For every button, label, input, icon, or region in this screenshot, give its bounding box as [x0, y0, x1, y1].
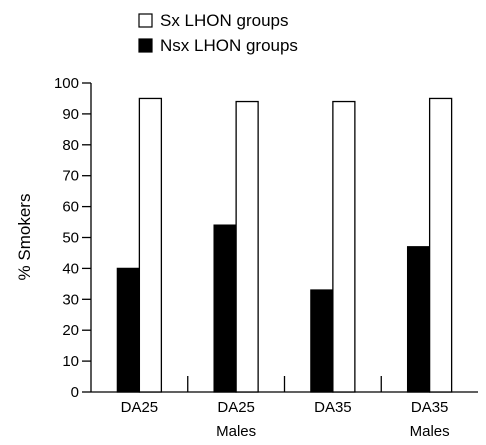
- nsx-bar-4: [406, 246, 431, 393]
- x-category-label: DA35: [314, 399, 352, 416]
- y-tick-label: 40: [62, 260, 79, 277]
- sx-bar-3: [332, 100, 356, 393]
- sx-bar-1: [138, 97, 163, 393]
- y-tick-label: 10: [62, 353, 79, 370]
- y-tick-label: 90: [62, 106, 79, 123]
- y-tick-label: 100: [54, 75, 79, 92]
- x-category-label: DA35: [411, 399, 449, 416]
- y-axis-label: % Smokers: [15, 194, 34, 281]
- y-tick-label: 80: [62, 137, 79, 154]
- y-tick-label: 70: [62, 168, 79, 185]
- nsx-bar-3: [310, 289, 334, 393]
- bars: [116, 97, 453, 393]
- nsx-bar-1: [116, 267, 141, 393]
- x-category-label: DA25: [121, 399, 159, 416]
- x-category-label: DA25: [217, 399, 255, 416]
- legend-label: Sx LHON groups: [160, 11, 289, 30]
- sx-bar-4: [428, 97, 453, 393]
- y-tick-label: 50: [62, 230, 79, 247]
- legend-label: Nsx LHON groups: [160, 36, 298, 55]
- y-tick-label: 30: [62, 291, 79, 308]
- legend-swatch: [138, 13, 153, 28]
- legend: Sx LHON groups Nsx LHON groups: [138, 11, 298, 55]
- legend-swatch: [138, 38, 153, 53]
- y-tick-label: 60: [62, 199, 79, 216]
- y-tick-label: 20: [62, 322, 79, 339]
- sx-bar-2: [235, 100, 259, 393]
- y-axis: 0 10 20 30 40 50 60 70 80 90 100: [54, 75, 92, 401]
- y-tick-label: 0: [71, 384, 79, 401]
- x-category-sublabel: Males: [410, 423, 450, 440]
- x-category-sublabel: Males: [216, 423, 256, 440]
- nsx-bar-2: [213, 224, 237, 393]
